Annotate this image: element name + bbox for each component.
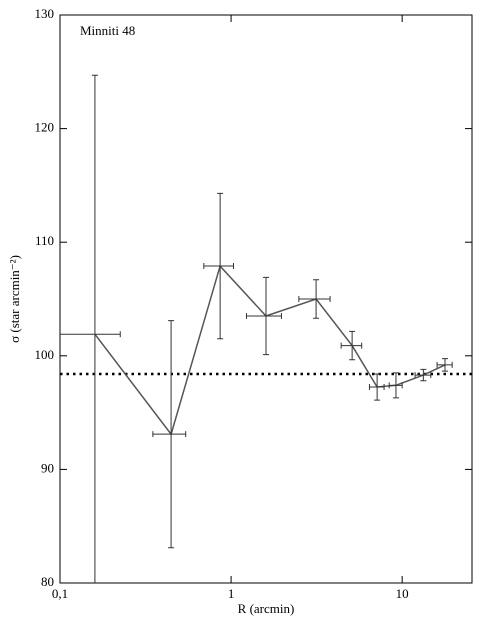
y-tick-label: 90 <box>41 460 54 475</box>
x-error-bar <box>388 382 403 389</box>
x-error-bar <box>368 384 385 391</box>
x-axis-label: R (arcmin) <box>238 601 295 616</box>
x-tick-label: 1 <box>228 586 235 601</box>
data-line <box>94 264 446 436</box>
x-error-bar <box>203 263 234 270</box>
y-tick-label: 110 <box>35 233 54 248</box>
x-error-bar <box>245 313 282 320</box>
y-tick-label: 100 <box>35 347 55 362</box>
x-error-bar <box>414 372 432 379</box>
x-tick-label: 10 <box>396 586 409 601</box>
annotation: Minniti 48 <box>80 23 135 38</box>
x-tick-label: 0,1 <box>52 586 68 601</box>
x-error-bar <box>340 342 363 349</box>
y-tick-label: 130 <box>35 6 55 21</box>
x-error-bar <box>298 296 331 302</box>
x-error-bar <box>60 331 121 338</box>
plot-frame <box>59 14 473 584</box>
y-tick-label: 80 <box>41 574 54 589</box>
y-axis-label: σ (star arcmin⁻²) <box>7 255 22 343</box>
y-tick-label: 120 <box>35 120 55 135</box>
plot-area <box>60 74 472 583</box>
x-error-bar <box>152 431 187 438</box>
x-error-bar <box>436 361 453 368</box>
